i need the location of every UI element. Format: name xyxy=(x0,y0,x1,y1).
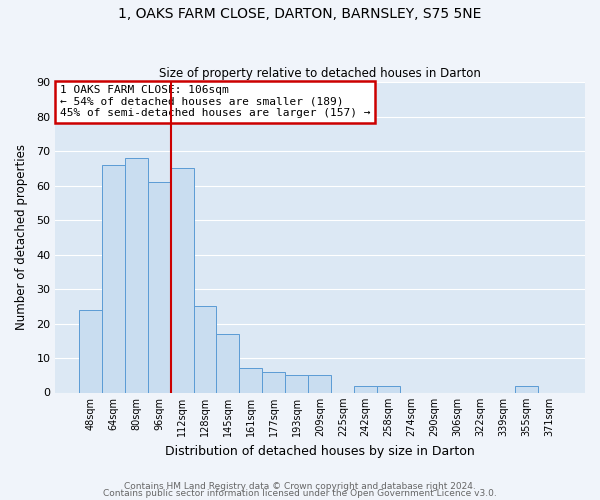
Title: Size of property relative to detached houses in Darton: Size of property relative to detached ho… xyxy=(159,66,481,80)
Bar xyxy=(377,386,400,392)
X-axis label: Distribution of detached houses by size in Darton: Distribution of detached houses by size … xyxy=(165,444,475,458)
Bar xyxy=(262,372,286,392)
Bar xyxy=(217,334,239,392)
Bar xyxy=(148,182,170,392)
Text: Contains public sector information licensed under the Open Government Licence v3: Contains public sector information licen… xyxy=(103,490,497,498)
Text: Contains HM Land Registry data © Crown copyright and database right 2024.: Contains HM Land Registry data © Crown c… xyxy=(124,482,476,491)
Bar xyxy=(286,376,308,392)
Bar xyxy=(354,386,377,392)
Bar xyxy=(125,158,148,392)
Y-axis label: Number of detached properties: Number of detached properties xyxy=(15,144,28,330)
Text: 1, OAKS FARM CLOSE, DARTON, BARNSLEY, S75 5NE: 1, OAKS FARM CLOSE, DARTON, BARNSLEY, S7… xyxy=(118,8,482,22)
Bar xyxy=(515,386,538,392)
Bar xyxy=(194,306,217,392)
Bar xyxy=(239,368,262,392)
Text: 1 OAKS FARM CLOSE: 106sqm
← 54% of detached houses are smaller (189)
45% of semi: 1 OAKS FARM CLOSE: 106sqm ← 54% of detac… xyxy=(60,85,370,118)
Bar xyxy=(308,376,331,392)
Bar xyxy=(101,165,125,392)
Bar xyxy=(79,310,101,392)
Bar xyxy=(170,168,194,392)
